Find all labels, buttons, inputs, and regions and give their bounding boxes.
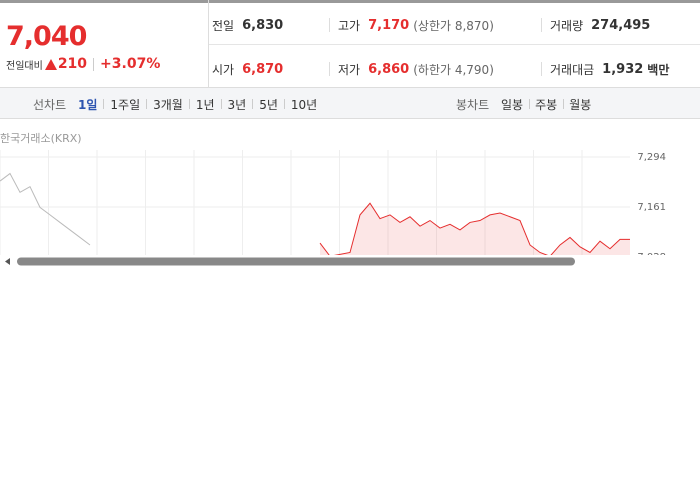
tab-separator bbox=[563, 99, 565, 109]
separator bbox=[93, 57, 95, 71]
tab-separator bbox=[220, 99, 222, 109]
up-icon bbox=[44, 58, 57, 70]
line bbox=[319, 202, 630, 256]
stat: 고가 7,170 (상한가 8,870) bbox=[338, 3, 494, 47]
stat-label: 전일 bbox=[212, 18, 235, 33]
source: 한국거래소(KRX) bbox=[0, 132, 82, 145]
stat-unit: 백만 bbox=[647, 62, 670, 77]
stat: 거래량 274,495 bbox=[550, 3, 650, 47]
tab-separator bbox=[146, 99, 148, 109]
tab-bar: 선차트 1일 1주일 3개월 1년 3년 5년 10년 봉차트 일봉 주봉 월봉 bbox=[0, 88, 700, 119]
scrollbar bbox=[0, 255, 700, 269]
tab[interactable]: 월봉 bbox=[569, 98, 592, 112]
tab[interactable]: 주봉 bbox=[535, 98, 558, 112]
tab[interactable]: 5년 bbox=[259, 98, 278, 112]
stat-note: (하한가 4,790) bbox=[413, 62, 494, 77]
stat-value: 6,870 bbox=[242, 61, 284, 77]
stat-value: 6,830 bbox=[242, 17, 284, 33]
tab-group-label: 선차트 bbox=[33, 98, 67, 112]
tab-separator bbox=[188, 99, 190, 109]
y-tick-label: 7,028 bbox=[637, 252, 666, 256]
stat-value: 7,170 bbox=[368, 17, 410, 33]
divider bbox=[541, 62, 542, 76]
stat-label: 거래량 bbox=[550, 18, 584, 33]
y-tick-label: 7,294 bbox=[637, 152, 666, 163]
stat: 거래대금 1,932 백만 bbox=[550, 47, 669, 91]
stat-value: 274,495 bbox=[591, 17, 651, 33]
divider bbox=[208, 0, 209, 88]
tab[interactable]: 1주일 bbox=[110, 98, 141, 112]
stat: 시가 6,870 bbox=[212, 47, 283, 91]
stat-label: 저가 bbox=[338, 62, 361, 77]
stat-value: 1,932 bbox=[602, 61, 644, 77]
scroll-thumb[interactable] bbox=[17, 257, 575, 266]
tab-separator bbox=[103, 99, 105, 109]
tab-group-label: 봉차트 bbox=[456, 98, 490, 112]
divider bbox=[329, 62, 330, 76]
tab[interactable]: 1년 bbox=[195, 98, 215, 112]
line bbox=[0, 172, 91, 246]
divider bbox=[329, 18, 330, 32]
y-tick-label: 7,161 bbox=[637, 202, 666, 213]
area bbox=[320, 203, 630, 256]
tab-separator bbox=[283, 99, 285, 109]
scroll-left[interactable] bbox=[5, 258, 10, 265]
stat-note: (상한가 8,870) bbox=[413, 18, 494, 33]
change-label: 전일대비 bbox=[6, 60, 43, 72]
tab[interactable]: 10년 bbox=[290, 98, 318, 112]
stat-label: 시가 bbox=[212, 62, 235, 77]
summary: 7,040 전일대비 210 +3.07% bbox=[0, 0, 700, 88]
tab-separator bbox=[252, 99, 254, 109]
chart: 7,294 7,161 7,028 bbox=[0, 150, 666, 256]
change: 전일대비 210 +3.07% bbox=[6, 56, 160, 72]
divider bbox=[209, 44, 700, 45]
tab[interactable]: 3년 bbox=[227, 98, 247, 112]
stat-label: 거래대금 bbox=[550, 62, 595, 77]
tab[interactable]: 1일 bbox=[78, 98, 98, 112]
tab-separator bbox=[529, 99, 531, 109]
tab[interactable]: 3개월 bbox=[153, 98, 183, 112]
current-price: 7,040 bbox=[6, 21, 87, 52]
stat: 전일 6,830 bbox=[212, 3, 283, 47]
tab[interactable]: 일봉 bbox=[501, 98, 524, 112]
change-value: 210 bbox=[57, 56, 88, 72]
change-rate: +3.07% bbox=[100, 56, 161, 72]
stat-label: 고가 bbox=[338, 18, 361, 33]
stat-value: 6,860 bbox=[368, 61, 410, 77]
stat: 저가 6,860 (하한가 4,790) bbox=[338, 47, 494, 91]
divider bbox=[541, 18, 542, 32]
